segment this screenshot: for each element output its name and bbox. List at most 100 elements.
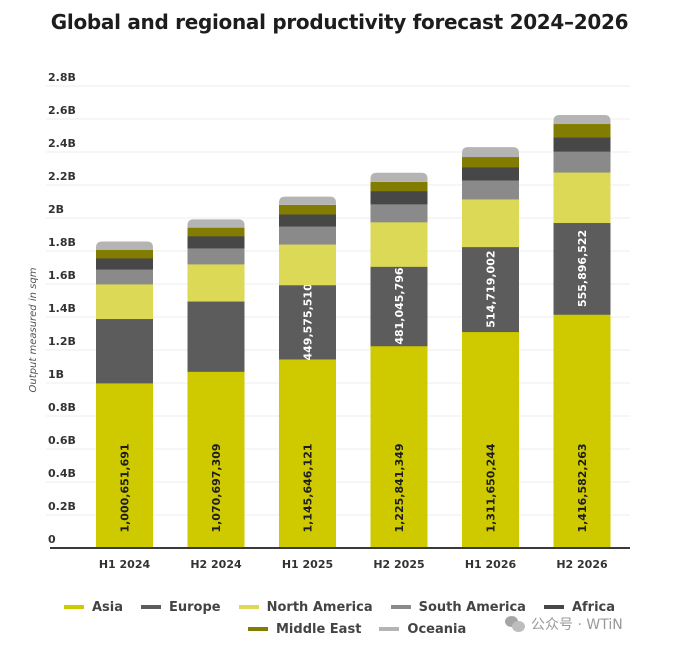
y-tick-label: 1.8B (48, 236, 76, 249)
chart-title: Global and regional productivity forecas… (50, 10, 629, 34)
x-tick-label: H1 2025 (282, 558, 333, 571)
x-tick-label: H2 2025 (373, 558, 424, 571)
wechat-icon (505, 616, 525, 632)
y-tick-label: 0 (48, 533, 56, 546)
y-tick-label: 2.2B (48, 170, 76, 183)
legend-swatch (141, 605, 162, 609)
legend-label: Middle East (276, 621, 362, 637)
bar-segment-south-america (187, 247, 245, 265)
y-tick-label: 2.8B (48, 71, 76, 84)
bar-segment-north-america (187, 263, 245, 302)
bar-segment-africa (187, 235, 245, 249)
bar-stack: 1,416,582,263 555,896,522 (553, 114, 611, 549)
bar-segment-north-america (96, 283, 153, 320)
x-tick-label: H1 2026 (465, 558, 517, 571)
bars: 1,000,651,691 1,070,697,309 1,145,646,121 4… (96, 114, 611, 549)
legend-row: Asia Europe North America South America Afri… (0, 596, 679, 618)
bar-segment-africa (370, 190, 428, 205)
legend: Asia Europe North America South America Afri… (0, 596, 679, 640)
bar-segment-south-america (370, 203, 428, 223)
y-tick-label: 0.6B (48, 434, 76, 447)
x-tick-label: H2 2026 (556, 558, 608, 571)
bar-segment-europe (553, 222, 611, 315)
y-tick-label: 0.8B (48, 401, 76, 414)
watermark: 公众号 · WTiN (505, 614, 623, 634)
bar-segment-europe (96, 318, 153, 384)
legend-label: South America (418, 599, 526, 615)
legend-label: Oceania (407, 621, 467, 637)
y-tick-label: 2.6B (48, 104, 76, 117)
data-label: 555,896,522 (576, 230, 589, 307)
y-axis-ticks: 0 0.2B 0.4B 0.6B 0.8B 1B 1.2B 1.4B 1.6B 1.8B 2B 2.2… (48, 71, 76, 546)
legend-label: Europe (169, 599, 221, 615)
bar-stack: 1,145,646,121 449,575,510 (279, 196, 336, 549)
bar-segment-asia (370, 345, 428, 549)
data-label: 1,000,651,691 (119, 443, 132, 532)
legend-swatch (63, 605, 84, 609)
bar-segment-asia (96, 382, 153, 549)
bar-segment-asia (553, 314, 611, 549)
bar-segment-europe (462, 246, 519, 333)
bar-segment-middle-east (187, 227, 245, 237)
bar-segment-africa (553, 137, 611, 152)
y-tick-label: 2B (48, 203, 64, 216)
bar-segment-asia (279, 358, 336, 549)
bar-segment-middle-east (96, 249, 153, 259)
data-label: 1,145,646,121 (302, 443, 315, 532)
legend-swatch (390, 605, 411, 609)
legend-label: Africa (571, 599, 616, 615)
data-label: 1,416,582,263 (576, 443, 589, 532)
y-tick-label: 1.6B (48, 269, 76, 282)
y-tick-label: 1B (48, 368, 64, 381)
bar-segment-oceania (187, 219, 245, 228)
data-label: 1,070,697,309 (210, 443, 223, 532)
bar-stack: 1,311,650,244 514,719,002 (462, 147, 519, 549)
bar-segment-europe (187, 301, 245, 372)
legend-label: North America (266, 599, 373, 615)
bar-segment-oceania (462, 147, 519, 158)
bar-segment-oceania (279, 196, 336, 205)
bar-segment-africa (96, 257, 153, 270)
bar-stack: 1,000,651,691 (96, 241, 153, 549)
bar-segment-africa (279, 214, 336, 227)
bar-segment-middle-east (553, 124, 611, 138)
bar-segment-africa (462, 166, 519, 181)
legend-swatch (238, 605, 259, 609)
legend-swatch (379, 627, 400, 631)
bar-stack: 1,070,697,309 (187, 219, 245, 549)
stacked-bar-chart: 0 0.2B 0.4B 0.6B 0.8B 1B 1.2B 1.4B 1.6B 1.8B 2B 2.2… (28, 71, 630, 571)
y-tick-label: 2.4B (48, 137, 76, 150)
data-label: 481,045,796 (393, 267, 406, 345)
bar-segment-north-america (462, 198, 519, 248)
legend-item-north-america: North America (238, 599, 373, 615)
bar-segment-north-america (370, 221, 428, 267)
legend-item-middle-east: Middle East (248, 622, 361, 637)
x-tick-label: H2 2024 (190, 558, 242, 571)
bar-stack: 1,225,841,349 481,045,796 (370, 172, 428, 549)
bar-segment-south-america (462, 179, 519, 200)
y-tick-label: 1.2B (48, 335, 76, 348)
data-label: 1,225,841,349 (393, 443, 406, 532)
y-axis-label: Output measured in sqm (28, 267, 39, 392)
bar-segment-south-america (96, 269, 153, 285)
bar-segment-europe (370, 266, 428, 347)
bar-segment-middle-east (370, 181, 428, 192)
legend-item-africa: Africa (543, 599, 616, 615)
bar-segment-oceania (96, 241, 153, 250)
bar-segment-south-america (279, 226, 336, 245)
legend-row: Middle East Oceania (238, 618, 679, 640)
y-tick-label: 0.4B (48, 467, 76, 480)
bar-segment-middle-east (279, 204, 336, 215)
legend-item-oceania: Oceania (379, 622, 466, 637)
watermark-text: 公众号 · WTiN (531, 617, 623, 633)
legend-swatch (543, 605, 564, 609)
bar-segment-oceania (553, 114, 611, 125)
y-tick-label: 1.4B (48, 302, 76, 315)
legend-swatch (248, 627, 268, 631)
bar-segment-europe (279, 284, 336, 360)
bar-segment-south-america (553, 151, 611, 173)
data-label: 514,719,002 (485, 250, 498, 327)
bar-segment-asia (462, 331, 519, 549)
legend-item-asia: Asia (63, 600, 123, 615)
x-tick-label: H1 2024 (99, 558, 151, 571)
